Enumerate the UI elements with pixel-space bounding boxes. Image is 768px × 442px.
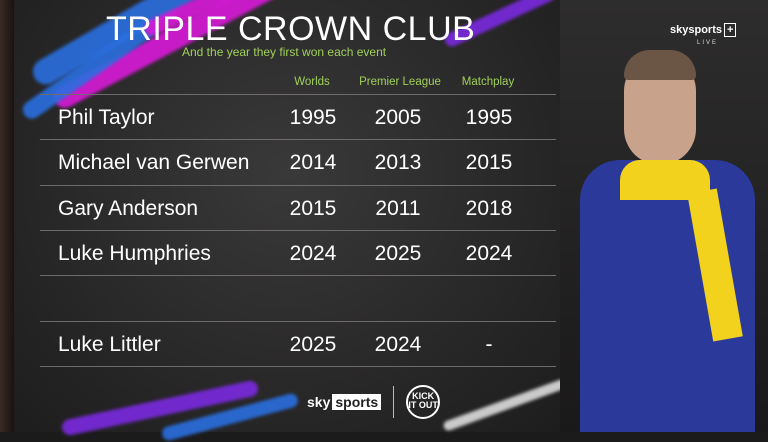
- worlds-year: 2015: [289, 197, 337, 220]
- column-header-premier-league: Premier League: [359, 76, 441, 88]
- table-row: Luke Humphries 2024 2025 2024: [0, 242, 560, 272]
- logo-separator: [393, 386, 395, 418]
- brand-sports: sports: [688, 24, 722, 36]
- divider: [40, 94, 556, 95]
- matchplay-year: 2015: [465, 151, 513, 174]
- sky-sports-logo: sky sports: [307, 394, 382, 410]
- footer-logos: sky sports KICK IT OUT: [307, 385, 441, 419]
- brand-plus: +: [723, 23, 737, 37]
- logo-sky: sky: [307, 394, 331, 410]
- table-row: Luke Littler 2025 2024 -: [0, 333, 560, 363]
- player-name: Luke Humphries: [58, 242, 211, 265]
- player-name: Luke Littler: [58, 333, 161, 356]
- table-row: Gary Anderson 2015 2011 2018: [0, 197, 560, 227]
- player-name: Michael van Gerwen: [58, 151, 250, 174]
- matchplay-year: -: [485, 333, 493, 356]
- divider: [40, 139, 556, 140]
- matchplay-year: 1995: [465, 106, 513, 129]
- brand-sky: sky: [670, 24, 689, 36]
- worlds-year: 2014: [289, 151, 337, 174]
- divider: [40, 230, 556, 231]
- column-header-worlds: Worlds: [294, 76, 330, 88]
- premier-league-year: 2025: [374, 242, 422, 265]
- player-name: Gary Anderson: [58, 197, 199, 220]
- premier-league-year: 2011: [375, 197, 421, 220]
- sky-sports-plus-logo: skysports +: [670, 23, 737, 37]
- premier-league-year: 2024: [374, 333, 422, 356]
- divider: [40, 275, 556, 276]
- table-row: Michael van Gerwen 2014 2013 2015: [0, 151, 560, 181]
- table-row: Phil Taylor 1995 2005 1995: [0, 106, 560, 136]
- page-title: TRIPLE CROWN CLUB: [106, 10, 476, 48]
- premier-league-year: 2005: [374, 106, 422, 129]
- divider: [40, 321, 556, 322]
- worlds-year: 2025: [289, 333, 337, 356]
- matchplay-year: 2024: [465, 242, 513, 265]
- logo-sports: sports: [332, 394, 382, 410]
- column-header-matchplay: Matchplay: [461, 76, 515, 88]
- worlds-year: 1995: [289, 106, 337, 129]
- subtitle: And the year they first won each event: [182, 45, 387, 59]
- premier-league-year: 2013: [374, 151, 422, 174]
- board-frame: [0, 0, 14, 432]
- kick-it-out-logo: KICK IT OUT: [406, 385, 441, 419]
- worlds-year: 2024: [289, 242, 337, 265]
- player-photo: [560, 0, 768, 432]
- divider: [40, 366, 556, 367]
- matchplay-year: 2018: [465, 197, 513, 220]
- live-label: LIVE: [697, 40, 719, 46]
- divider: [40, 185, 556, 186]
- player-name: Phil Taylor: [58, 106, 155, 129]
